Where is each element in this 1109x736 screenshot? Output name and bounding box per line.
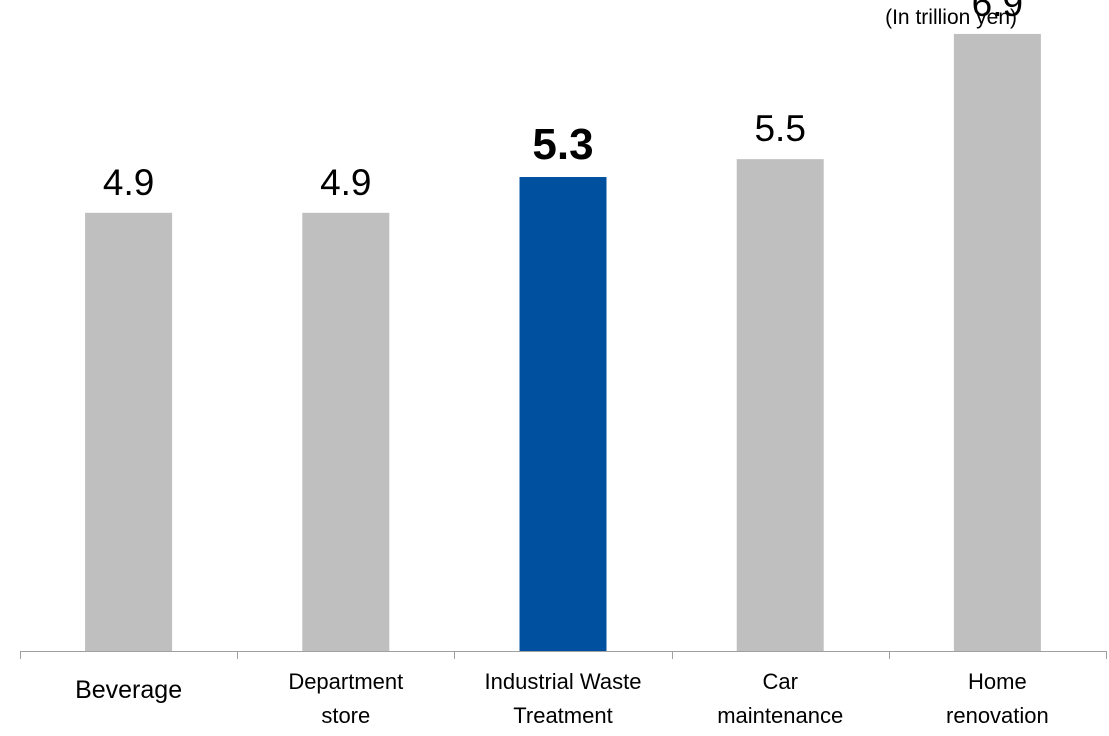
- category-label-0: Beverage: [75, 676, 182, 704]
- value-labels-group: 4.9 4.9 5.3 5.5 6.9: [103, 0, 1023, 203]
- x-axis: [20, 651, 1107, 659]
- category-labels-group: Beverage Department store Industrial Waste T…: [75, 669, 1049, 728]
- category-label-2: Industrial Waste Treatment: [485, 669, 642, 728]
- value-label-1: 4.9: [320, 162, 371, 203]
- category-label-1: Department store: [288, 669, 403, 728]
- bar-4: [953, 33, 1041, 651]
- bar-2: [519, 177, 607, 651]
- bar-3: [736, 159, 824, 651]
- bar-1: [302, 212, 390, 652]
- bars-group: [85, 33, 1041, 652]
- value-label-3: 5.5: [754, 108, 805, 149]
- value-label-4: 6.9: [972, 0, 1023, 24]
- value-label-2: 5.3: [532, 120, 593, 169]
- unit-note: (In trillion yen): [885, 6, 1017, 29]
- value-label-0: 4.9: [103, 162, 154, 203]
- category-label-4: Home renovation: [946, 669, 1049, 728]
- category-label-3: Car maintenance: [717, 669, 843, 728]
- bar-0: [85, 212, 173, 652]
